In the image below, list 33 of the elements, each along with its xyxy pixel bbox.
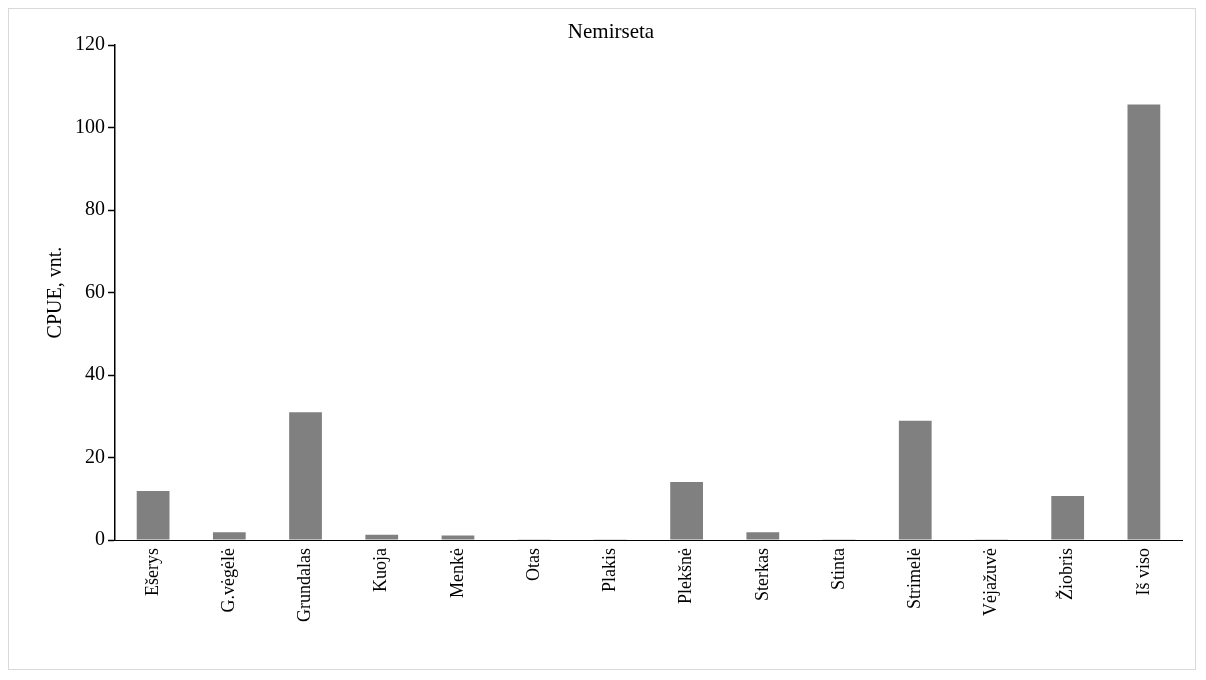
x-tick-label: Ešerys: [141, 548, 162, 597]
bar: [670, 481, 703, 540]
y-tick-label: 40: [85, 362, 105, 385]
x-tick-label: Strimelė: [903, 548, 924, 610]
x-tick-label: Kuoja: [370, 548, 391, 593]
x-tick-label: Stinta: [827, 548, 848, 591]
y-tick-label: 20: [85, 444, 105, 467]
x-tick-label: Iš viso: [1132, 548, 1153, 596]
y-axis-title: CPUE, vnt.: [43, 246, 66, 339]
bar: [212, 532, 246, 540]
bar: [746, 532, 780, 540]
bar: [365, 534, 399, 540]
x-tick-label: Menkė: [446, 548, 467, 599]
x-tick-label: Plekšnė: [675, 548, 696, 605]
x-tick-label: Otas: [522, 548, 543, 582]
bar: [1127, 104, 1161, 540]
y-tick-label: 60: [85, 279, 105, 302]
x-tick-label: Vėjažuvė: [980, 548, 1001, 616]
y-tick-label: 0: [95, 527, 105, 550]
bar: [441, 535, 475, 540]
bar: [898, 420, 932, 540]
y-tick-label: 80: [85, 197, 105, 220]
x-tick-label: Sterkas: [751, 548, 772, 602]
bar: [136, 490, 170, 540]
y-tick-label: 120: [75, 32, 105, 55]
y-tick-label: 100: [75, 114, 105, 137]
bar: [289, 412, 322, 540]
x-tick-label: G.vėgėlė: [218, 548, 239, 613]
bar: [1051, 495, 1085, 540]
x-tick-label: Plakis: [599, 548, 620, 593]
x-tick-label: Žiobris: [1055, 548, 1077, 601]
chart-title: Nemirseta: [567, 19, 655, 44]
x-tick-label: Grundalas: [294, 548, 315, 623]
